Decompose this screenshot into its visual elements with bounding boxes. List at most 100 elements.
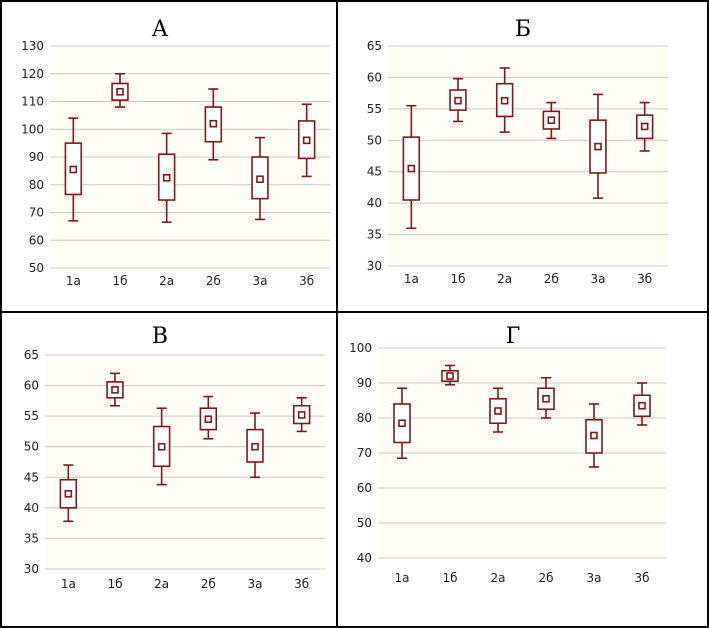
box-center-marker: [116, 87, 124, 96]
x-tick-label-v: 2а: [154, 577, 169, 591]
box-g-3: [489, 387, 507, 433]
plot-area-b: [388, 46, 668, 266]
box-b-1: [402, 104, 421, 230]
panel-a: А 50 60 70 80 90 100 110 120 130 1а 1б 2а 2б 3а 3б: [21, 17, 330, 288]
x-tick-label-v: 3а: [248, 577, 263, 591]
box-v-4: [199, 395, 218, 440]
box-center-marker: [446, 372, 454, 380]
box-g-2: [441, 364, 459, 386]
box-center-marker: [302, 136, 311, 145]
y-tick-label-a: 130: [21, 39, 44, 53]
box-center-marker: [64, 489, 73, 498]
box-a-4: [204, 88, 223, 161]
panel-b: Б 30 35 40 45 50 55 60 65 1а 1б 2а 2б 3а 3б: [367, 17, 668, 286]
box-center-marker: [157, 442, 166, 451]
box-v-6: [292, 396, 311, 433]
box-a-6: [297, 103, 316, 178]
y-tick-label-g: 70: [357, 446, 372, 460]
x-tick-label-b: 3б: [637, 272, 652, 286]
box-a-5: [251, 136, 269, 221]
y-tick-label-a: 70: [29, 206, 44, 220]
panel-title-v: В: [152, 324, 168, 349]
y-tick-label-b: 60: [367, 70, 382, 84]
plot-area-v: [45, 355, 325, 569]
box-v-2: [106, 372, 124, 407]
x-tick-label-a: 2б: [206, 274, 221, 288]
x-tick-label-b: 2б: [544, 272, 559, 286]
panel-v: В 30 35 40 45 50 55 60 65 1а 1б 2а 2б 3а 3б: [24, 324, 325, 591]
box-center-marker: [251, 442, 259, 451]
y-tick-label-v: 50: [24, 440, 39, 454]
x-tick-label-g: 1б: [442, 571, 457, 585]
box-center-marker: [494, 407, 502, 415]
x-tick-label-g: 3а: [587, 571, 602, 585]
y-tick-label-v: 60: [24, 379, 39, 393]
box-center-marker: [111, 386, 119, 394]
y-tick-label-b: 65: [367, 39, 382, 53]
y-tick-label-a: 100: [21, 122, 44, 136]
box-center-marker: [590, 431, 598, 440]
y-tick-label-b: 40: [367, 196, 382, 210]
box-b-6: [635, 101, 654, 152]
x-tick-label-v: 3б: [294, 577, 309, 591]
x-tick-label-b: 1б: [450, 272, 465, 286]
box-center-marker: [407, 164, 416, 173]
box-v-3: [152, 407, 171, 486]
box-v-1: [59, 464, 78, 523]
x-tick-label-g: 1а: [395, 571, 410, 585]
y-tick-label-g: 90: [357, 376, 372, 390]
box-center-marker: [69, 165, 78, 174]
x-tick-label-g: 2б: [538, 571, 553, 585]
box-a-1: [64, 117, 83, 222]
box-b-3: [495, 67, 514, 133]
box-g-4: [537, 376, 555, 419]
box-center-marker: [209, 119, 218, 128]
box-b-4: [542, 101, 561, 140]
y-tick-label-v: 55: [24, 409, 39, 423]
y-tick-label-a: 120: [21, 67, 44, 81]
x-tick-label-a: 3б: [299, 274, 314, 288]
box-center-marker: [640, 122, 649, 131]
box-b-2: [449, 77, 467, 123]
y-tick-label-g: 50: [357, 516, 372, 530]
y-tick-label-g: 80: [357, 411, 372, 425]
y-tick-label-v: 65: [24, 348, 39, 362]
panel-title-a: А: [152, 17, 169, 42]
y-tick-label-b: 55: [367, 102, 382, 116]
x-tick-label-b: 2а: [497, 272, 512, 286]
y-tick-label-b: 45: [367, 165, 382, 179]
x-tick-label-b: 1а: [404, 272, 419, 286]
x-tick-label-a: 1а: [66, 274, 81, 288]
y-tick-label-a: 90: [29, 150, 44, 164]
panel-g: Г 40 50 60 70 80 90 100 1а 1б 2а 2б 3а 3б: [349, 324, 666, 585]
y-tick-label-g: 40: [357, 551, 372, 565]
y-tick-label-b: 35: [367, 228, 382, 242]
x-tick-label-a: 3а: [253, 274, 268, 288]
box-g-5: [585, 403, 603, 468]
box-center-marker: [162, 174, 171, 182]
y-tick-label-a: 110: [21, 95, 44, 109]
y-tick-label-v: 35: [24, 531, 39, 545]
y-tick-label-v: 45: [24, 470, 39, 484]
box-center-marker: [398, 419, 406, 428]
box-center-marker: [500, 96, 509, 105]
y-tick-label-a: 80: [29, 178, 44, 192]
box-center-marker: [594, 142, 602, 151]
x-tick-label-a: 2а: [159, 274, 174, 288]
box-center-marker: [547, 116, 556, 124]
panel-title-g: Г: [506, 324, 521, 349]
y-tick-label-g: 60: [357, 481, 372, 495]
y-tick-label-v: 30: [24, 562, 39, 576]
x-tick-label-v: 2б: [201, 577, 216, 591]
box-center-marker: [638, 401, 646, 410]
y-tick-label-b: 50: [367, 133, 382, 147]
x-tick-label-a: 1б: [112, 274, 127, 288]
panel-title-b: Б: [515, 17, 531, 42]
y-tick-label-a: 60: [29, 233, 44, 247]
box-b-5: [589, 93, 607, 199]
y-tick-label-b: 30: [367, 259, 382, 273]
box-center-marker: [204, 415, 213, 424]
x-tick-label-g: 2а: [491, 571, 506, 585]
